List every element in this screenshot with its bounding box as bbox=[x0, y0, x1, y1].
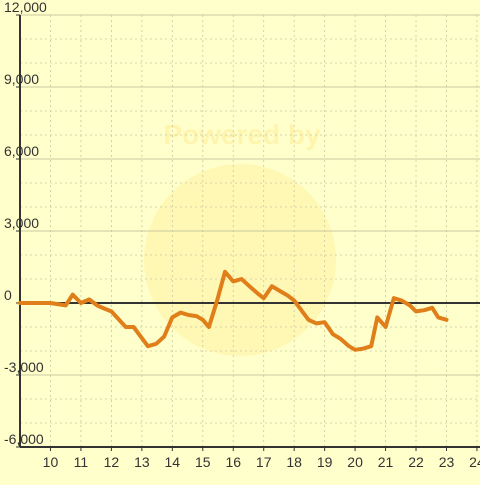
x-tick-label: 10 bbox=[43, 454, 59, 470]
x-tick-label: 14 bbox=[165, 454, 181, 470]
x-tick-label: 20 bbox=[347, 454, 363, 470]
y-tick-label: 9,000 bbox=[4, 71, 39, 87]
x-tick-label: 13 bbox=[134, 454, 150, 470]
x-tick-label: 11 bbox=[74, 454, 89, 470]
x-tick-label: 12 bbox=[104, 454, 120, 470]
y-tick-label: 12,000 bbox=[4, 0, 47, 15]
watermark: Powered by bbox=[144, 119, 336, 356]
x-tick-label: 17 bbox=[256, 454, 272, 470]
x-tick-label: 21 bbox=[378, 454, 394, 470]
watermark-text: Powered by bbox=[163, 119, 321, 150]
x-tick-label: 16 bbox=[225, 454, 241, 470]
x-tick-label: 22 bbox=[408, 454, 424, 470]
y-tick-label: -3,000 bbox=[4, 359, 44, 375]
y-tick-label: 3,000 bbox=[4, 215, 39, 231]
grid bbox=[20, 14, 480, 448]
x-tick-label: 24 bbox=[469, 454, 480, 470]
y-tick-label: 0 bbox=[4, 287, 12, 303]
watermark-logo bbox=[144, 164, 336, 356]
x-tick-label: 19 bbox=[317, 454, 333, 470]
tick-labels: -6,000 -3,000 0 3,000 6,000 9,000 12,000 10 11 12… bbox=[4, 0, 480, 470]
x-tick-label: 23 bbox=[439, 454, 455, 470]
y-tick-label: 6,000 bbox=[4, 143, 39, 159]
x-tick-label: 18 bbox=[286, 454, 302, 470]
series-layer bbox=[18, 269, 449, 352]
series-line bbox=[18, 269, 449, 352]
y-tick-label: -6,000 bbox=[4, 431, 44, 447]
x-tick-label: 15 bbox=[195, 454, 211, 470]
